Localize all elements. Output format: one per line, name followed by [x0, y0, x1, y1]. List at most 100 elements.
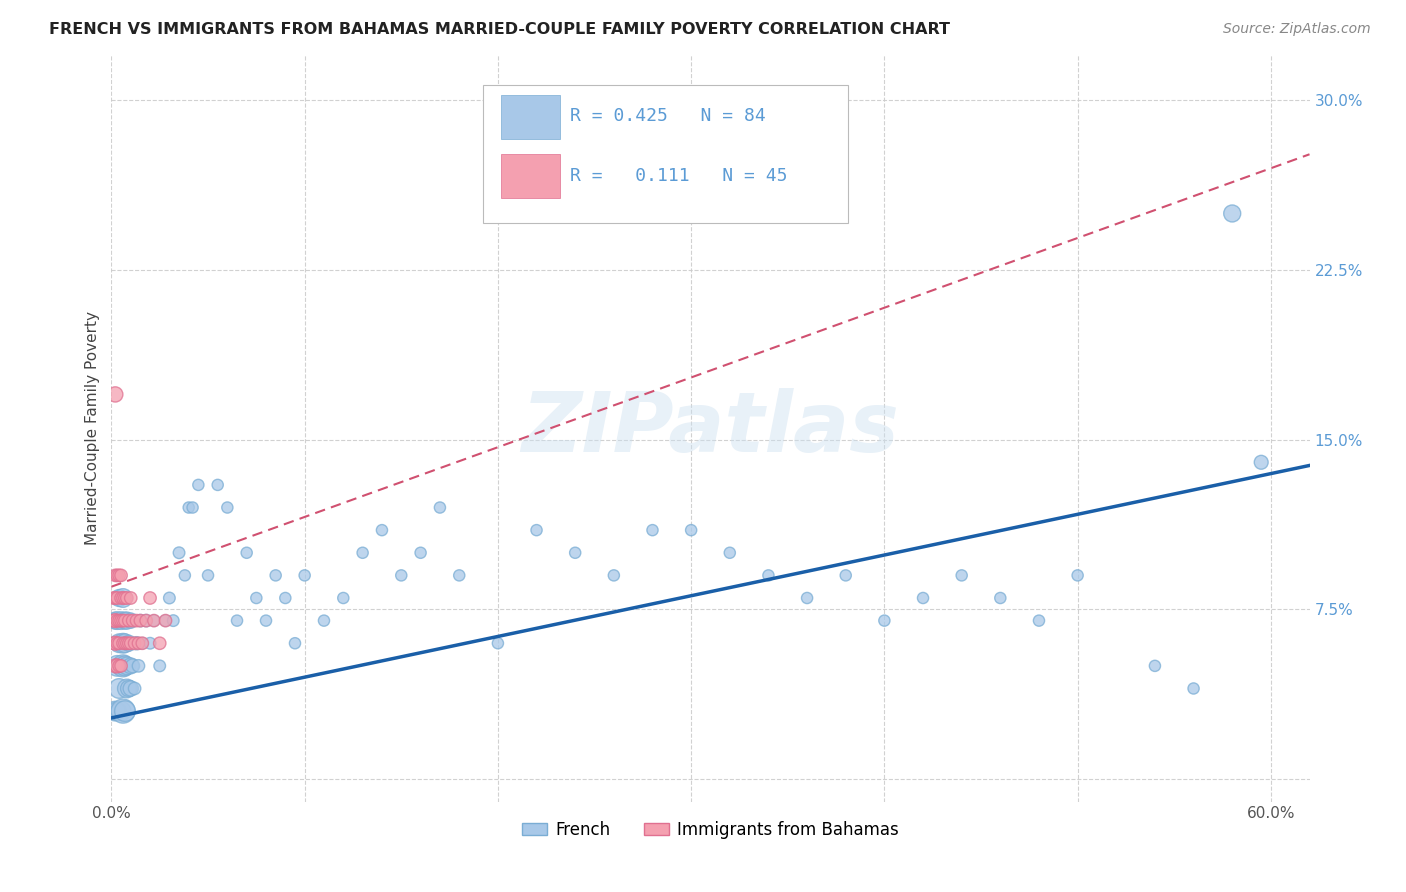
Point	[264, 568, 287, 582]
Point	[118, 636, 141, 650]
Point	[758, 568, 780, 582]
Point	[207, 478, 229, 492]
Point	[155, 614, 177, 628]
Point	[108, 658, 131, 673]
Text: Source: ZipAtlas.com: Source: ZipAtlas.com	[1223, 22, 1371, 37]
Point	[131, 636, 153, 650]
Point	[114, 614, 136, 628]
Point	[873, 614, 896, 628]
Point	[111, 614, 134, 628]
Point	[110, 658, 132, 673]
Point	[103, 591, 125, 605]
Point	[111, 658, 134, 673]
Point	[226, 614, 249, 628]
Point	[115, 636, 138, 650]
Point	[105, 568, 128, 582]
Point	[162, 614, 184, 628]
Point	[1182, 681, 1205, 696]
Point	[681, 523, 703, 537]
Point	[108, 636, 131, 650]
Point	[603, 568, 626, 582]
Point	[118, 614, 141, 628]
Point	[389, 568, 412, 582]
Point	[254, 614, 277, 628]
Point	[181, 500, 204, 515]
Point	[110, 658, 132, 673]
Point	[155, 614, 177, 628]
Point	[486, 636, 509, 650]
FancyBboxPatch shape	[482, 85, 848, 223]
Point	[139, 636, 162, 650]
Point	[114, 704, 136, 718]
Point	[173, 568, 195, 582]
Point	[108, 591, 131, 605]
Point	[294, 568, 316, 582]
Text: ZIPatlas: ZIPatlas	[522, 388, 900, 469]
Point	[1250, 455, 1272, 469]
Point	[526, 523, 548, 537]
Point	[105, 704, 128, 718]
Point	[115, 658, 138, 673]
Y-axis label: Married-Couple Family Poverty: Married-Couple Family Poverty	[86, 311, 100, 545]
Point	[115, 591, 138, 605]
Point	[104, 704, 127, 718]
Point	[371, 523, 394, 537]
Point	[131, 636, 153, 650]
Point	[950, 568, 973, 582]
Point	[142, 614, 165, 628]
Point	[641, 523, 664, 537]
Point	[118, 636, 141, 650]
Point	[111, 636, 134, 650]
Point	[120, 614, 142, 628]
Point	[105, 658, 128, 673]
Point	[104, 614, 127, 628]
Point	[135, 614, 157, 628]
Point	[1220, 206, 1243, 220]
Point	[114, 636, 136, 650]
Point	[124, 636, 146, 650]
Point	[835, 568, 858, 582]
Point	[352, 546, 374, 560]
Point	[114, 591, 136, 605]
Point	[114, 614, 136, 628]
Point	[114, 636, 136, 650]
Point	[429, 500, 451, 515]
Point	[108, 681, 131, 696]
FancyBboxPatch shape	[501, 154, 560, 198]
Point	[274, 591, 297, 605]
Point	[988, 591, 1011, 605]
Point	[449, 568, 471, 582]
Point	[114, 658, 136, 673]
Point	[110, 704, 132, 718]
Point	[105, 591, 128, 605]
Point	[105, 614, 128, 628]
Point	[149, 658, 172, 673]
Legend: French, Immigrants from Bahamas: French, Immigrants from Bahamas	[516, 814, 905, 846]
Point	[124, 681, 146, 696]
Point	[111, 704, 134, 718]
Point	[121, 614, 143, 628]
Point	[110, 591, 132, 605]
Point	[108, 568, 131, 582]
Point	[409, 546, 432, 560]
Point	[1028, 614, 1050, 628]
Point	[120, 591, 142, 605]
Point	[110, 614, 132, 628]
Point	[103, 636, 125, 650]
Point	[111, 636, 134, 650]
Point	[108, 636, 131, 650]
Text: FRENCH VS IMMIGRANTS FROM BAHAMAS MARRIED-COUPLE FAMILY POVERTY CORRELATION CHAR: FRENCH VS IMMIGRANTS FROM BAHAMAS MARRIE…	[49, 22, 950, 37]
Point	[104, 387, 127, 401]
Point	[120, 681, 142, 696]
Point	[312, 614, 335, 628]
Point	[108, 614, 131, 628]
Point	[127, 658, 149, 673]
Point	[111, 591, 134, 605]
Point	[127, 636, 149, 650]
Point	[157, 591, 180, 605]
Point	[105, 658, 128, 673]
Point	[115, 614, 138, 628]
Point	[245, 591, 267, 605]
Point	[110, 614, 132, 628]
Point	[217, 500, 239, 515]
